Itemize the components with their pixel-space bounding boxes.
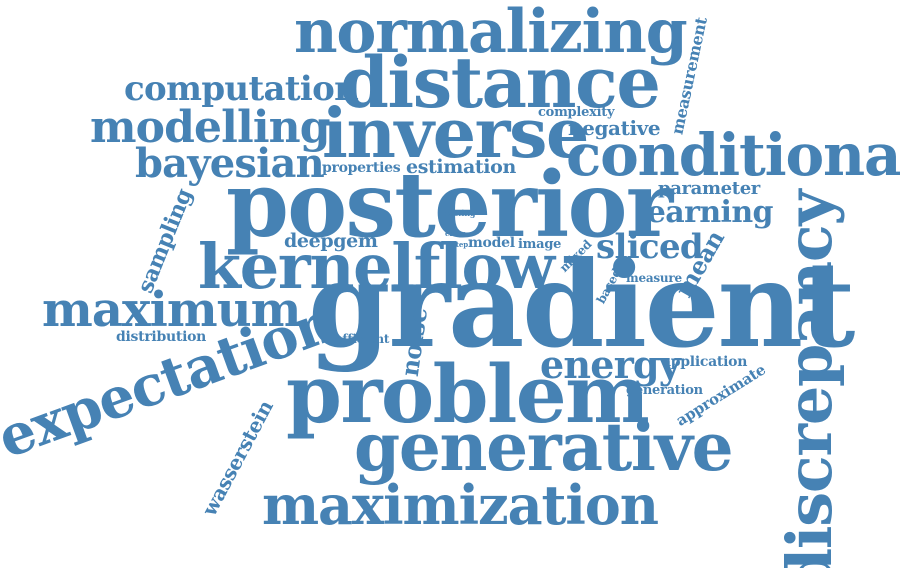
word-conditional: conditional (566, 121, 900, 189)
word-computation: computation (124, 69, 359, 109)
word-posterior: posterior (226, 152, 673, 258)
word-discrepancy: discrepancy (773, 190, 847, 568)
word-maximization: maximization (262, 473, 659, 537)
word-negative: negative (568, 116, 661, 140)
word-result: result (470, 281, 496, 291)
word-learning: learning (636, 195, 774, 230)
word-setting: setting (445, 208, 476, 218)
word-generative: generative (354, 408, 734, 486)
word-model: model (468, 235, 515, 251)
word-energy: energy (540, 342, 681, 387)
word-error: error (445, 229, 465, 238)
word-image: image (518, 237, 562, 252)
word-distance: distance (340, 41, 661, 124)
word-complexity: complexity (538, 105, 615, 120)
word-bayesian: bayesian (135, 140, 325, 187)
word-sampling: sampling (132, 185, 198, 297)
word-step: step (452, 240, 468, 249)
word-gradient: gradient (308, 235, 855, 374)
word-deepgem: deepgem (284, 230, 378, 252)
word-measure: measure (626, 271, 682, 285)
word-sliced: sliced (596, 227, 704, 267)
word-parameter: parameter (658, 178, 760, 199)
word-inverse: inverse (322, 94, 589, 174)
word-efficient: efficient (335, 332, 390, 346)
word-generation: generation (626, 383, 703, 398)
word-kernelflow: kernelflow (198, 230, 555, 303)
word-modelling: modelling (90, 102, 331, 153)
word-problem: problem (286, 347, 650, 441)
word-application: application (662, 354, 748, 370)
word-properties: properties (322, 160, 401, 176)
word-distribution: distribution (116, 329, 207, 345)
word-estimation: estimation (406, 156, 516, 178)
word-maximum: maximum (42, 282, 301, 338)
word-normalizing: normalizing (294, 0, 688, 67)
